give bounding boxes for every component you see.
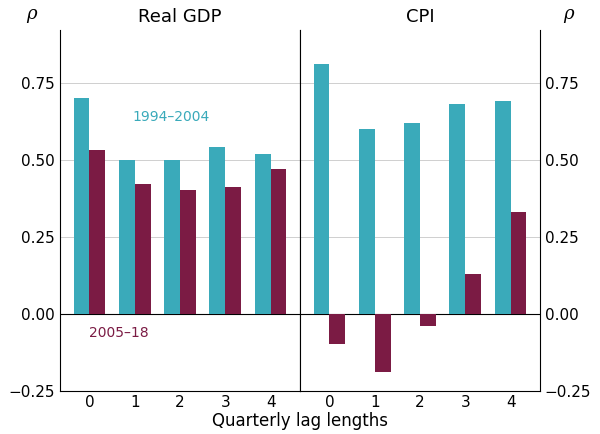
Bar [495,101,511,314]
Bar [314,64,329,314]
Bar [375,314,391,372]
Bar [89,151,105,314]
Bar [449,104,465,314]
Title: Real GDP: Real GDP [138,8,222,26]
Title: CPI: CPI [406,8,434,26]
Bar [404,123,420,314]
Bar [255,154,271,314]
Bar [359,129,375,314]
Bar [329,314,345,345]
Bar [225,187,241,314]
Text: ρ: ρ [563,5,574,23]
Bar [511,212,526,314]
Bar [119,160,135,314]
Text: ρ: ρ [26,5,37,23]
Bar [209,148,225,314]
Bar [164,160,180,314]
Bar [180,191,196,314]
Text: Quarterly lag lengths: Quarterly lag lengths [212,412,388,430]
Bar [465,273,481,314]
Text: 1994–2004: 1994–2004 [132,110,209,124]
Bar [271,169,286,314]
Bar [135,184,151,314]
Bar [74,98,89,314]
Text: 2005–18: 2005–18 [89,326,148,340]
Bar [420,314,436,326]
